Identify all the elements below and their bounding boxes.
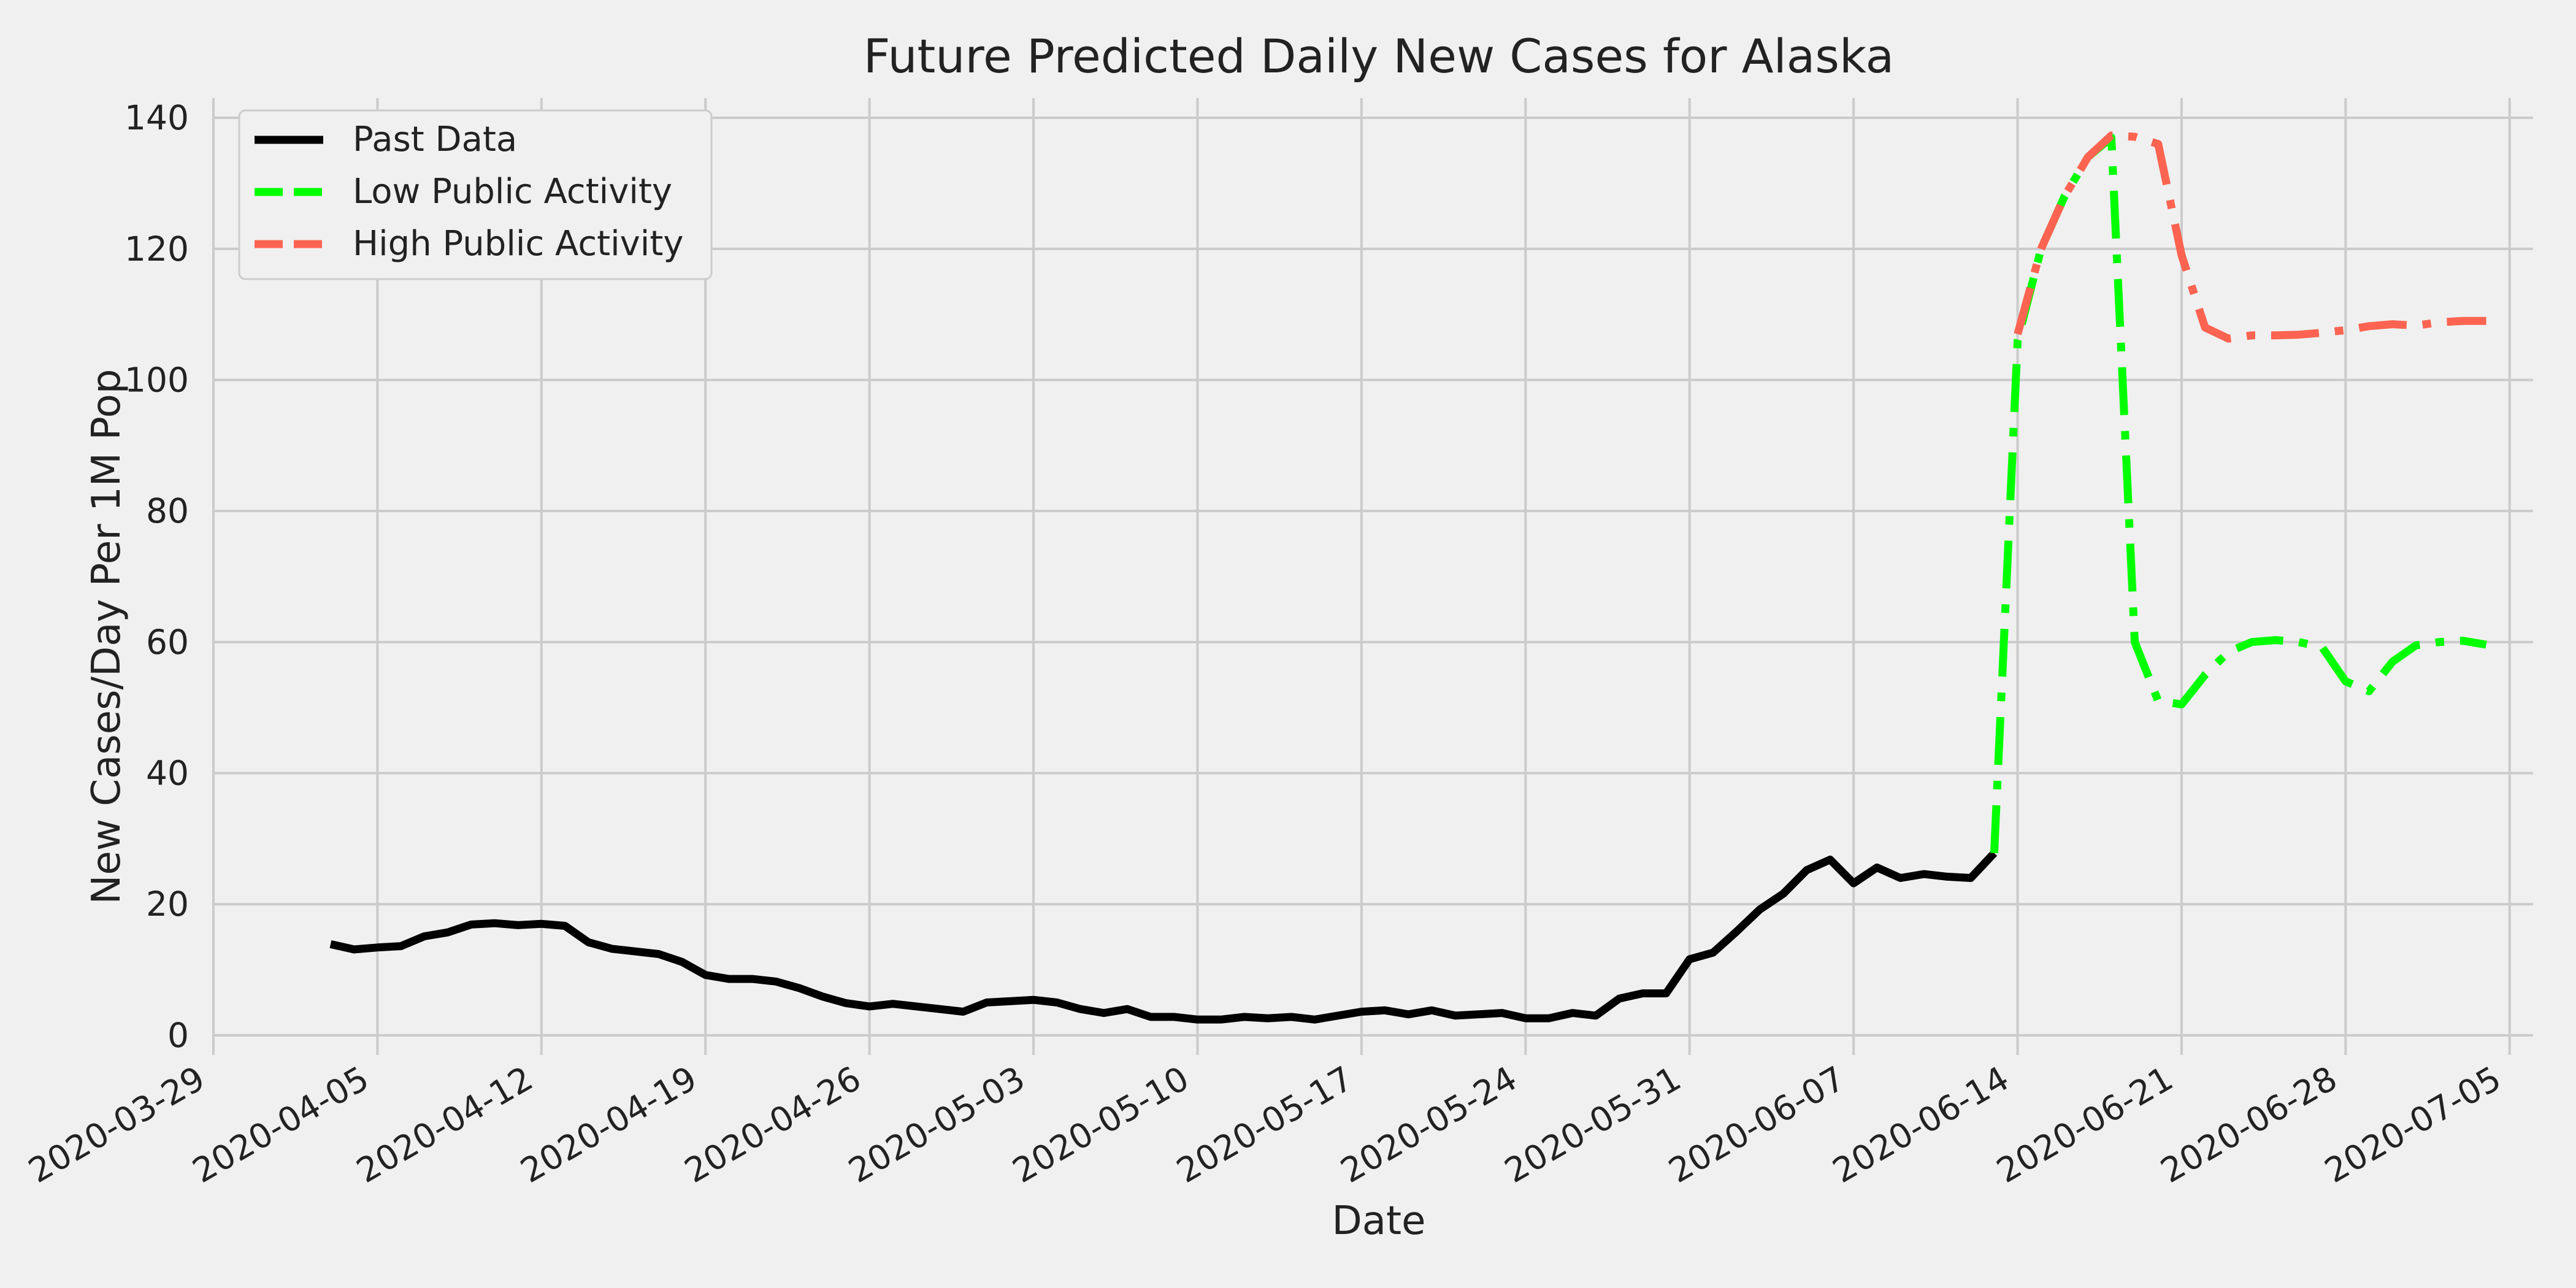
x-tick-label: 2020-04-12 xyxy=(350,1059,540,1190)
x-tick-label: 2020-05-17 xyxy=(1170,1059,1360,1190)
x-tick-label: 2020-06-28 xyxy=(2154,1059,2344,1190)
y-tick-label: 140 xyxy=(125,98,189,137)
y-tick-label: 120 xyxy=(125,229,189,269)
legend-label-low-public-activity: Low Public Activity xyxy=(353,172,672,212)
y-tick-label: 80 xyxy=(146,491,189,531)
series-line-high-public-activity xyxy=(2014,131,2486,343)
x-tick-label: 2020-06-07 xyxy=(1662,1059,1852,1190)
x-tick-label: 2020-05-31 xyxy=(1498,1059,1687,1190)
series-line-past-data xyxy=(329,850,1998,1024)
x-tick-label: 2020-03-29 xyxy=(22,1059,212,1190)
x-axis-label: Date xyxy=(1332,1198,1426,1244)
y-tick-label: 100 xyxy=(125,360,189,399)
x-tick-label: 2020-04-05 xyxy=(186,1059,375,1190)
x-tick-label: 2020-05-03 xyxy=(842,1059,1032,1190)
legend-frame xyxy=(238,109,713,280)
y-tick-label: 0 xyxy=(167,1016,189,1055)
y-tick-label: 40 xyxy=(146,754,189,793)
series-line-low-public-activity xyxy=(1990,133,2487,854)
x-axis-ticks: 2020-03-292020-04-052020-04-122020-04-19… xyxy=(22,1059,2508,1190)
y-tick-label: 60 xyxy=(146,623,189,662)
y-axis-label: New Cases/Day Per 1M Pop xyxy=(84,369,129,905)
x-tick-label: 2020-05-24 xyxy=(1334,1059,1524,1190)
x-tick-label: 2020-06-14 xyxy=(1826,1059,2015,1190)
legend: Past Data Low Public Activity High Publi… xyxy=(238,109,713,280)
series-lines xyxy=(329,131,2487,1024)
x-tick-label: 2020-05-10 xyxy=(1006,1059,1195,1190)
x-tick-label: 2020-06-21 xyxy=(1990,1059,2180,1190)
x-tick-label: 2020-04-26 xyxy=(678,1059,867,1190)
chart-title: Future Predicted Daily New Cases for Ala… xyxy=(864,29,1894,83)
y-axis-ticks: 0 20 40 60 80 100 120 140 xyxy=(125,98,189,1055)
legend-label-high-public-activity: High Public Activity xyxy=(353,224,683,264)
legend-label-past-data: Past Data xyxy=(353,120,517,159)
x-tick-label: 2020-07-05 xyxy=(2318,1059,2507,1190)
x-tick-label: 2020-04-19 xyxy=(514,1059,703,1190)
y-tick-label: 20 xyxy=(146,884,189,924)
